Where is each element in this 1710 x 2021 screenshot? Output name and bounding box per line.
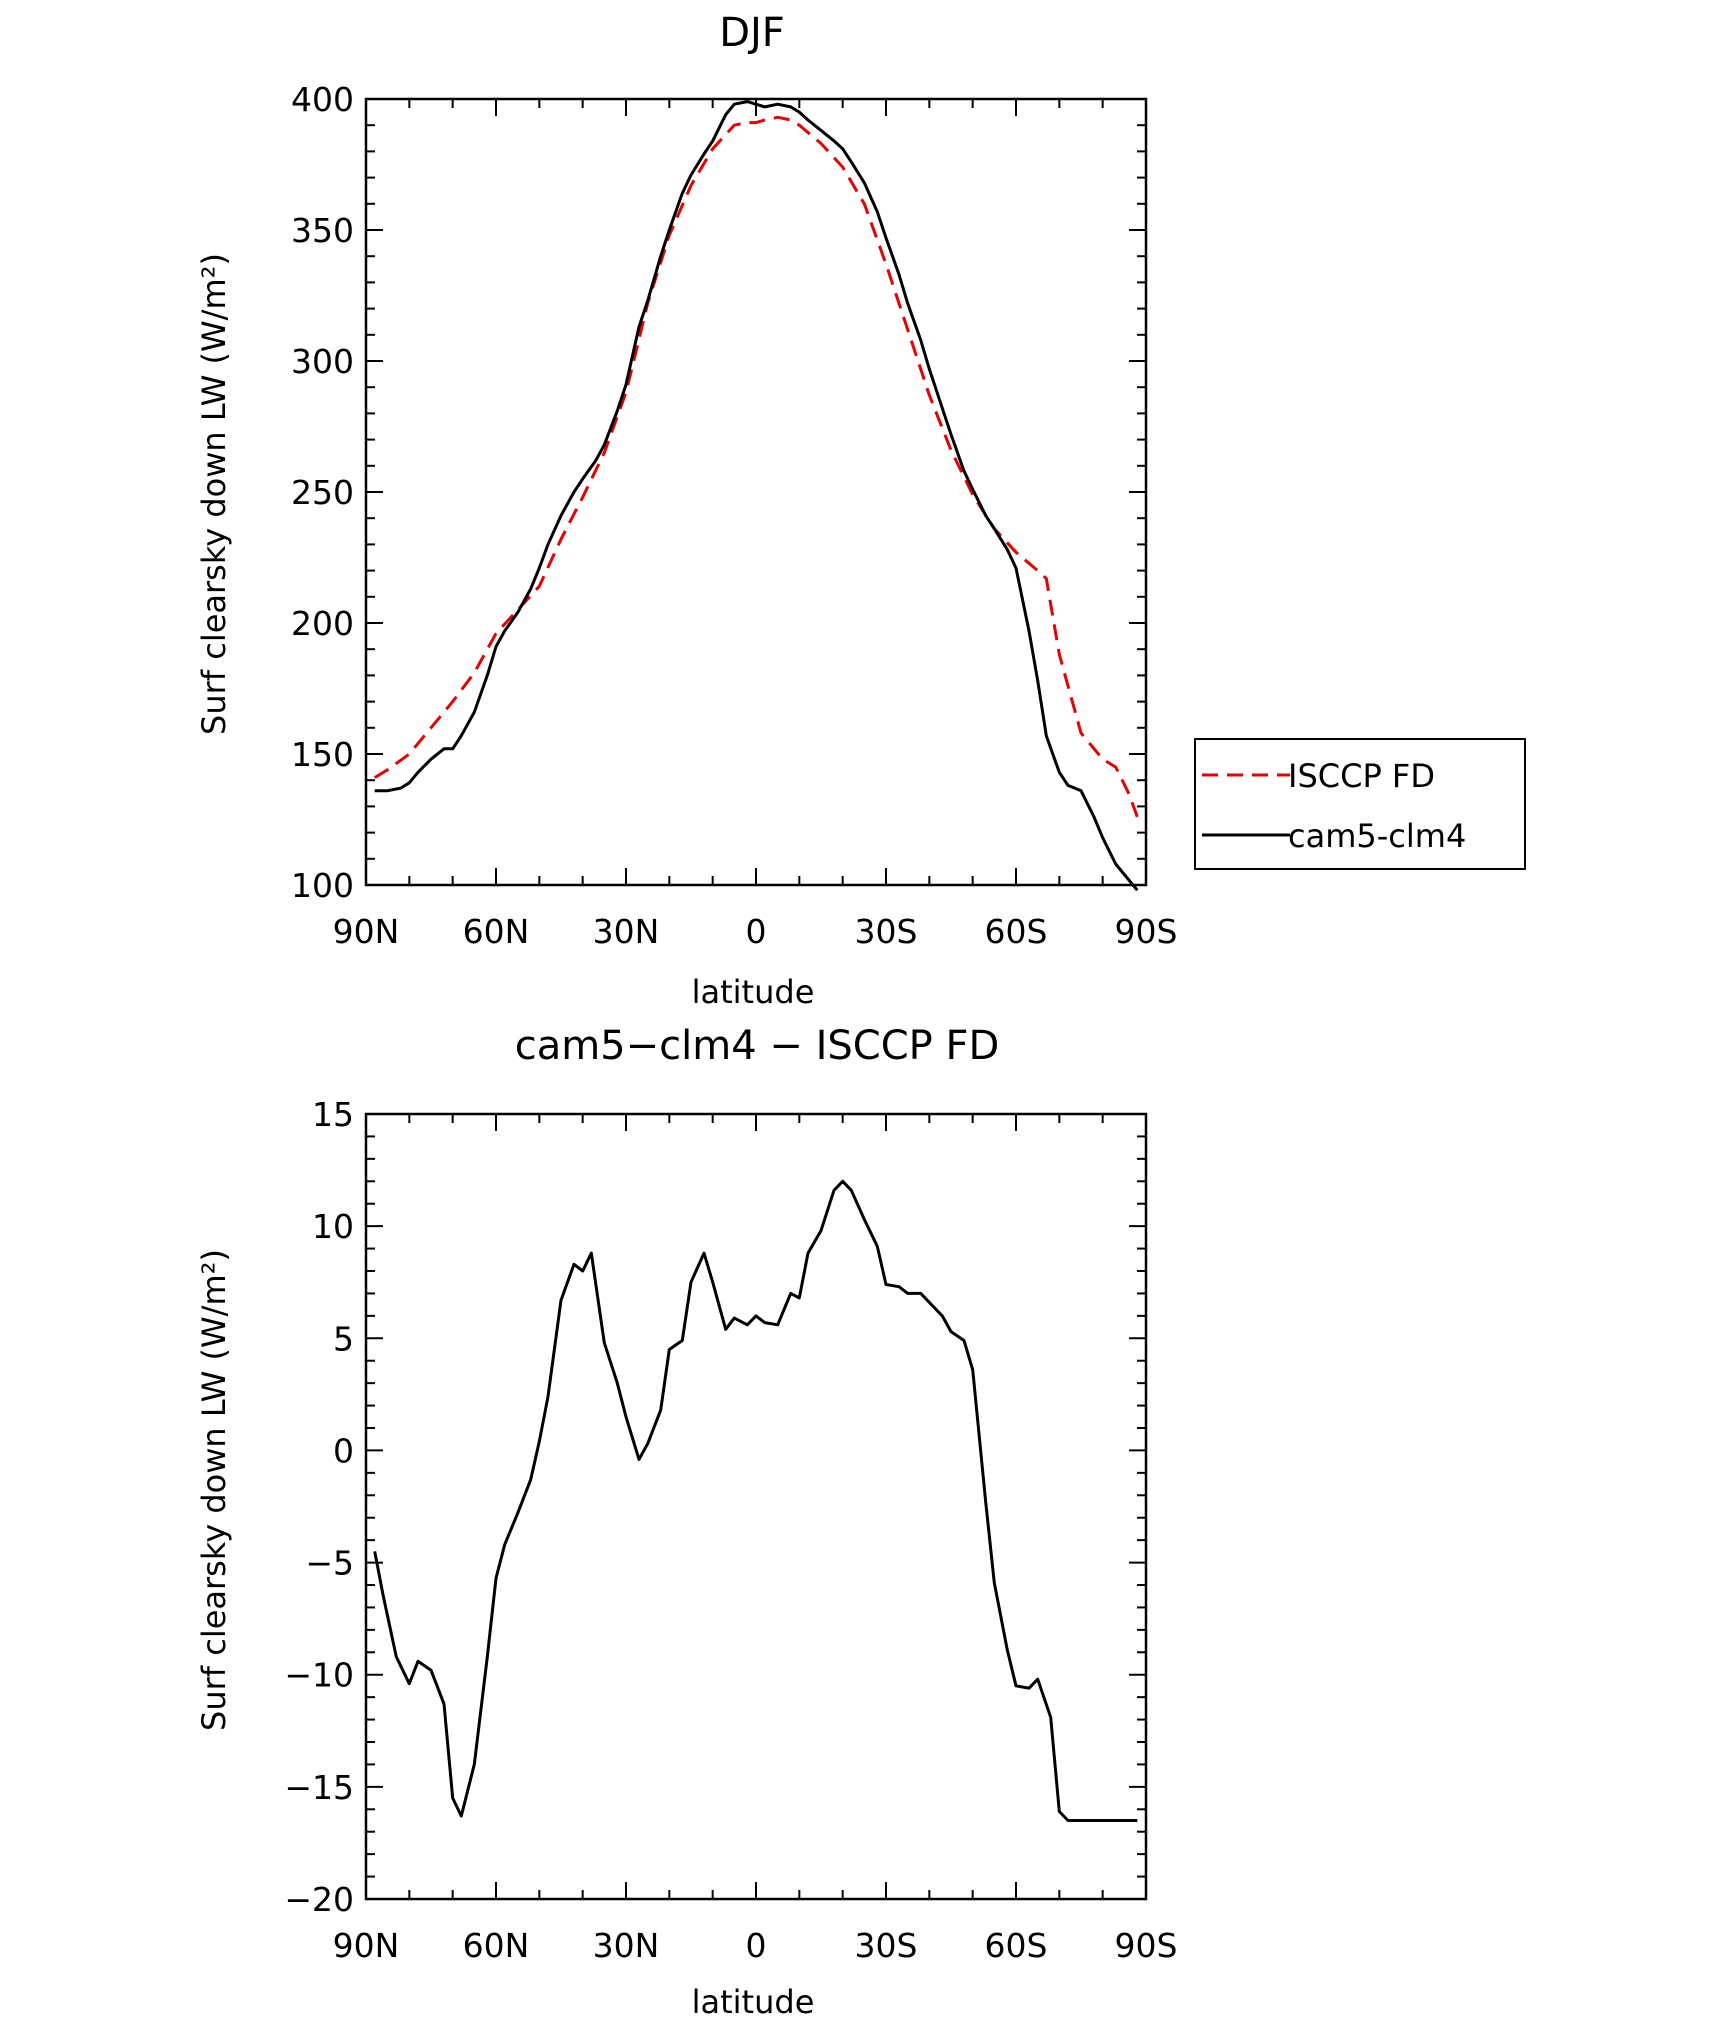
top-x-tick-label: 30N: [593, 912, 660, 951]
top-x-tick-label: 60S: [985, 912, 1048, 951]
top-panel-axis-ticks: [365, 98, 1147, 886]
top-y-tick-label: 350: [291, 211, 354, 250]
top-y-tick-label: 100: [291, 866, 354, 905]
top-x-tick-label: 90S: [1115, 912, 1178, 951]
bottom-x-tick-label: 90N: [333, 1926, 400, 1965]
top-panel-x-axis-label: latitude: [692, 973, 815, 1011]
top-x-tick-label: 60N: [463, 912, 530, 951]
bottom-y-tick-label: 15: [312, 1095, 354, 1134]
top-panel-title: DJF: [719, 10, 785, 56]
bottom-y-tick-label: 10: [312, 1207, 354, 1246]
top-series-line-cam5-clm4: [374, 100, 1139, 892]
legend-label-isccp-fd: ISCCP FD: [1288, 757, 1435, 795]
top-x-tick-label: 0: [746, 912, 767, 951]
top-panel-y-axis-label: Surf clearsky down LW (W/m²): [195, 253, 233, 735]
top-panel-plot-frame: [364, 97, 1148, 887]
top-x-tick-label: 90N: [333, 912, 400, 951]
bottom-panel-axis-ticks: [365, 1113, 1147, 1900]
bottom-panel-title: cam5−clm4 − ISCCP FD: [515, 1023, 1000, 1069]
bottom-y-tick-label: −5: [305, 1544, 354, 1583]
top-panel: DJF Surf clearsky down LW (W/m²) latitud…: [195, 10, 1526, 1011]
bottom-panel-series: [373, 1179, 1138, 1822]
bottom-x-tick-label: 30N: [593, 1926, 660, 1965]
legend-box: [1194, 738, 1526, 870]
top-y-tick-label: 200: [291, 604, 354, 643]
bottom-y-tick-label: −10: [284, 1656, 354, 1695]
legend-label-cam5-clm4: cam5-clm4: [1288, 817, 1466, 855]
bottom-y-tick-label: −15: [284, 1768, 354, 1807]
bottom-series-line-difference: [373, 1179, 1138, 1822]
bottom-x-tick-label: 90S: [1115, 1926, 1178, 1965]
bottom-x-tick-label: 0: [746, 1926, 767, 1965]
top-panel-series: [373, 100, 1139, 892]
bottom-x-tick-label: 30S: [855, 1926, 918, 1965]
bottom-y-tick-label: 0: [333, 1431, 354, 1470]
bottom-x-tick-label: 60S: [985, 1926, 1048, 1965]
bottom-panel: cam5−clm4 − ISCCP FD Surf clearsky down …: [195, 1023, 1177, 2021]
top-y-tick-label: 300: [291, 342, 354, 381]
top-y-tick-label: 150: [291, 735, 354, 774]
top-series-line-isccp-fd: [373, 115, 1139, 818]
top-x-tick-label: 30S: [855, 912, 918, 951]
bottom-y-tick-label: 5: [333, 1319, 354, 1358]
bottom-x-tick-label: 60N: [463, 1926, 530, 1965]
bottom-panel-y-axis-label: Surf clearsky down LW (W/m²): [195, 1249, 233, 1731]
bottom-panel-tick-labels: 90N 60N 30N 0 30S 60S 90S −20 −15 −10 −5 0 5 10 15: [284, 1095, 1177, 1965]
top-y-tick-label: 250: [291, 473, 354, 512]
bottom-panel-x-axis-label: latitude: [692, 1983, 815, 2021]
top-y-tick-label: 400: [291, 80, 354, 119]
bottom-y-tick-label: −20: [284, 1880, 354, 1919]
bottom-panel-plot-frame: [364, 1112, 1148, 1901]
legend: ISCCP FD cam5-clm4: [1194, 738, 1526, 870]
top-panel-tick-labels: 90N 60N 30N 0 30S 60S 90S 100 150 200 250 300 350 400: [291, 80, 1177, 951]
